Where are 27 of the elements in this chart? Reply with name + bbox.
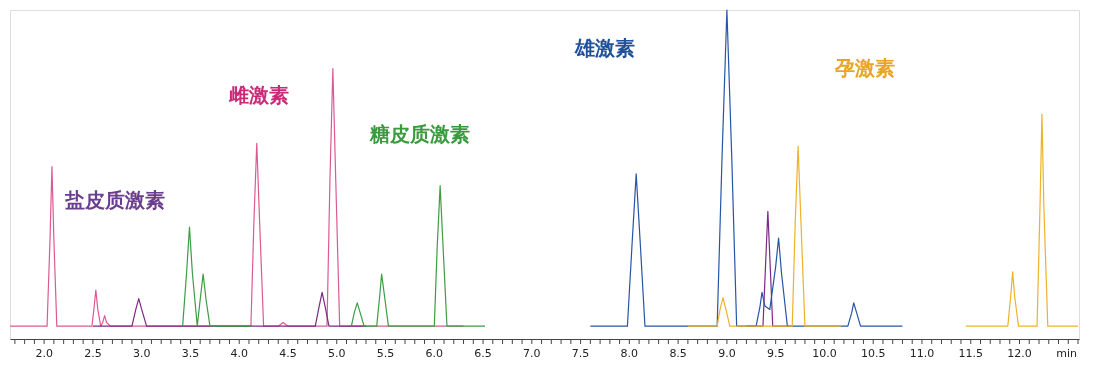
x-tick-label: 10.0: [812, 347, 837, 360]
x-tick-label: 5.5: [376, 347, 395, 360]
x-tick-label: 2.0: [35, 347, 53, 360]
text: 孕激素: [834, 56, 896, 81]
x-tick-label: 9.5: [766, 347, 785, 360]
x-tick-label: 5.0: [328, 347, 346, 360]
x-tick-label: 9.0: [718, 347, 736, 360]
text: 雌激素: [227, 82, 289, 107]
x-tick-label: 4.5: [279, 347, 297, 360]
x-tick-label: 6.0: [425, 347, 444, 360]
x-tick-label: 6.5: [474, 347, 492, 360]
x-tick-label: 10.5: [860, 347, 886, 360]
text: 盐皮质激素: [64, 187, 166, 212]
x-tick-label: 11.5: [958, 347, 983, 360]
x-axis-title: min: [1056, 347, 1078, 360]
x-tick-label: 12.0: [1007, 347, 1032, 360]
x-tick-label: 3.0: [132, 347, 151, 360]
x-tick-label: 7.5: [571, 347, 590, 360]
x-tick-label: 2.5: [84, 347, 102, 360]
x-tick-label: 7.0: [523, 347, 541, 360]
x-tick-label: 11.0: [909, 347, 935, 360]
x-tick-label: 8.0: [620, 347, 639, 360]
text: 糖皮质激素: [368, 122, 470, 147]
x-tick-label: 3.5: [181, 347, 200, 360]
text: 雄激素: [573, 36, 635, 61]
x-tick-label: 4.0: [230, 347, 248, 360]
x-tick-label: 8.5: [669, 347, 687, 360]
